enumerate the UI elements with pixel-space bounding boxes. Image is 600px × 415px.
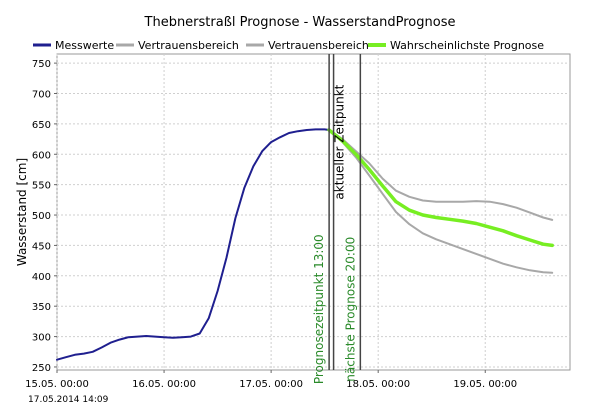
y-tick-label: 650 xyxy=(32,120,51,131)
annotation-label-1: aktueller Zeitpunkt xyxy=(333,84,347,199)
x-axis-ticks: 15.05. 00:00 16.05. 00:00 17.05. 00:00 18.0… xyxy=(25,370,517,390)
legend-label-2: Vertrauensbereich xyxy=(138,39,239,52)
x-tick-label: 19.05. 00:00 xyxy=(453,379,517,390)
x-tick-label: 15.05. 00:00 xyxy=(25,379,89,390)
series-line-3 xyxy=(328,129,554,274)
y-tick-label: 500 xyxy=(32,211,51,222)
series-line-4 xyxy=(327,128,554,248)
plot-area xyxy=(56,53,571,371)
y-tick-label: 250 xyxy=(32,363,51,374)
legend-label-4: Wahrscheinlichste Prognose xyxy=(390,39,544,52)
y-tick-label: 300 xyxy=(32,333,51,344)
series-lines xyxy=(56,128,554,361)
y-axis-label: Wasserstand [cm] xyxy=(15,158,29,266)
chart-title: Thebnerstraßl Prognose - WasserstandProg… xyxy=(144,15,456,30)
y-tick-label: 750 xyxy=(32,59,51,70)
series-line-2 xyxy=(328,129,554,221)
annotation-label-3: nächste Prognose 20:00 xyxy=(343,237,357,382)
series-line-1 xyxy=(56,128,331,361)
x-tick-label: 16.05. 00:00 xyxy=(132,379,196,390)
legend-label-1: Messwerte xyxy=(55,39,114,52)
y-tick-label: 550 xyxy=(32,181,51,192)
x-tick-label: 18.05. 00:00 xyxy=(346,379,410,390)
y-tick-label: 350 xyxy=(32,302,51,313)
y-axis-ticks: 250 300 350 400 450 500 550 600 650 700 750 xyxy=(32,59,57,374)
y-tick-label: 400 xyxy=(32,272,51,283)
grid-lines xyxy=(56,54,570,370)
footer-timestamp: 17.05.2014 14:09 xyxy=(28,395,109,405)
y-tick-label: 600 xyxy=(32,150,51,161)
x-tick-label: 17.05. 00:00 xyxy=(239,379,303,390)
y-tick-label: 450 xyxy=(32,241,51,252)
annotation-lines: aktueller Zeitpunkt Prognosezeitpunkt 13:… xyxy=(312,54,362,384)
annotation-label-2: Prognosezeitpunkt 13:00 xyxy=(312,234,326,384)
legend-label-3: Vertrauensbereich xyxy=(268,39,369,52)
y-tick-label: 700 xyxy=(32,90,51,101)
legend: Messwerte Vertrauensbereich Vertrauensbere… xyxy=(33,39,544,52)
